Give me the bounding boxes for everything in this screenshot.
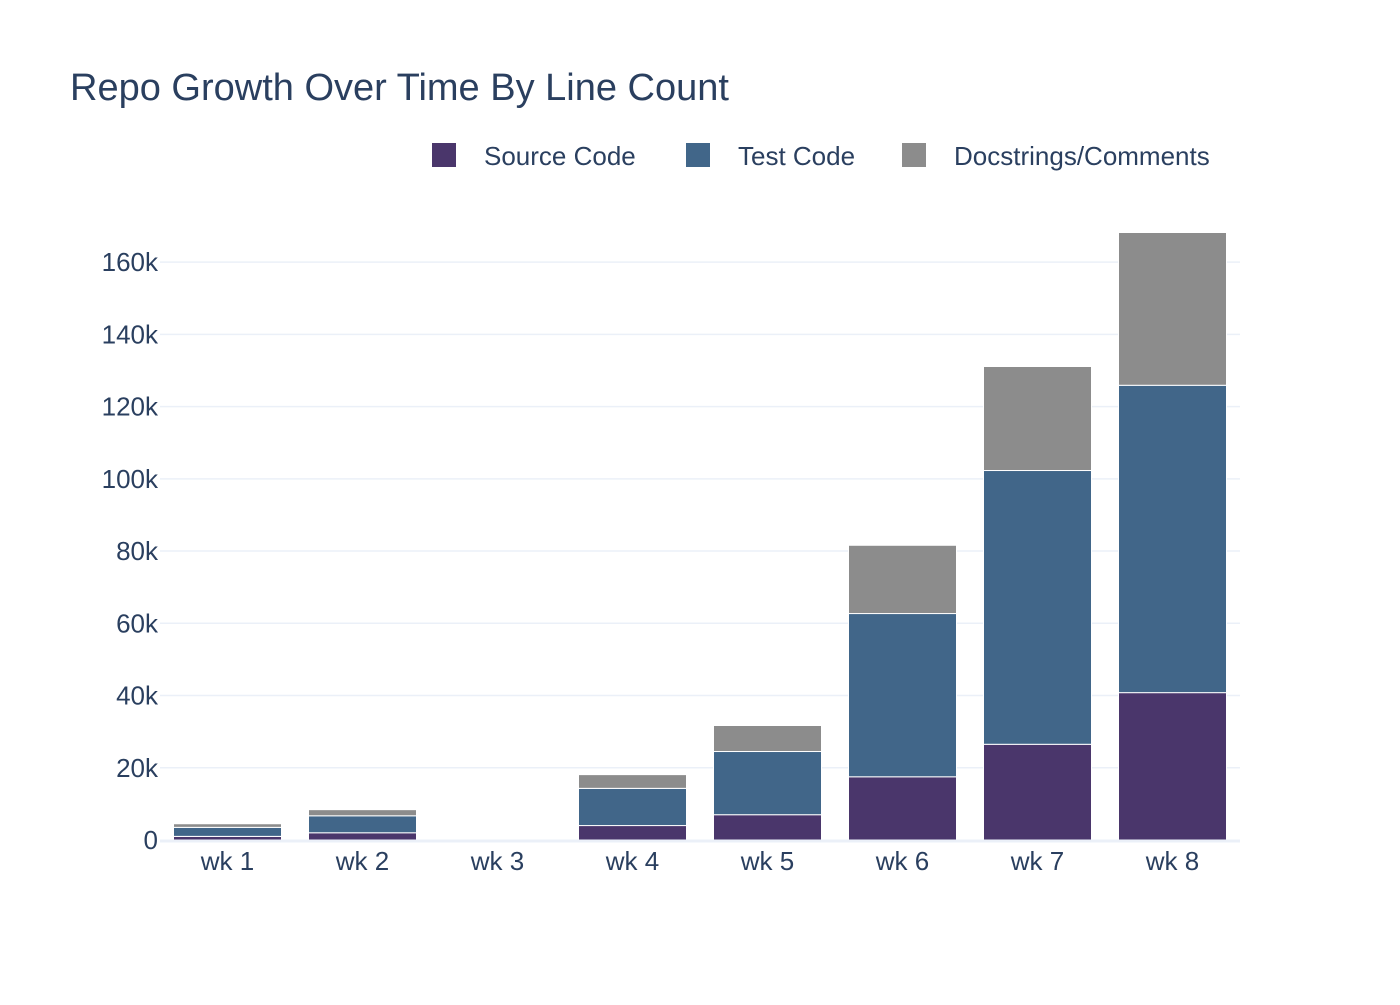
bar-test-code-wk-5 (714, 752, 822, 815)
legend-label: Test Code (738, 141, 855, 171)
y-tick-label: 60k (116, 608, 159, 638)
bar-source-code-wk-2 (309, 833, 417, 840)
bar-source-code-wk-8 (1119, 693, 1227, 840)
y-axis: 0 20k 40k 60k 80k 100k 120k 140k 160k (102, 247, 159, 855)
x-tick-label: wk 1 (200, 846, 254, 876)
bar-docstrings-comments-wk-4 (579, 775, 687, 789)
y-tick-label: 160k (102, 247, 159, 277)
y-tick-label: 120k (102, 392, 159, 422)
bar-docstrings-comments-wk-1 (174, 824, 282, 828)
x-tick-label: wk 8 (1145, 846, 1199, 876)
x-tick-label: wk 7 (1010, 846, 1064, 876)
y-tick-label: 0 (144, 825, 158, 855)
x-axis: wk 1 wk 2 wk 3 wk 4 wk 5 wk 6 wk 7 wk 8 (160, 841, 1240, 876)
x-tick-label: wk 6 (875, 846, 929, 876)
y-tick-label: 40k (116, 681, 159, 711)
bar-docstrings-comments-wk-7 (984, 366, 1092, 470)
legend-swatch (902, 143, 926, 167)
legend-label: Docstrings/Comments (954, 141, 1210, 171)
y-tick-label: 20k (116, 753, 159, 783)
bar-source-code-wk-4 (579, 826, 687, 840)
bar-source-code-wk-5 (714, 815, 822, 840)
legend-swatch (686, 143, 710, 167)
x-tick-label: wk 5 (740, 846, 794, 876)
bar-test-code-wk-6 (849, 614, 957, 777)
bars (174, 233, 1227, 840)
bar-source-code-wk-7 (984, 744, 1092, 840)
legend-label: Source Code (484, 141, 636, 171)
legend: Source Code Test Code Docstrings/Comments (432, 141, 1210, 171)
x-tick-label: wk 4 (605, 846, 659, 876)
bar-test-code-wk-8 (1119, 385, 1227, 692)
y-tick-label: 80k (116, 536, 159, 566)
bar-docstrings-comments-wk-5 (714, 726, 822, 752)
legend-swatch (432, 143, 456, 167)
bar-test-code-wk-2 (309, 816, 417, 833)
bar-source-code-wk-6 (849, 777, 957, 840)
bar-test-code-wk-4 (579, 788, 687, 825)
y-tick-label: 140k (102, 319, 159, 349)
bar-docstrings-comments-wk-8 (1119, 233, 1227, 386)
bar-test-code-wk-1 (174, 827, 282, 836)
x-tick-label: wk 3 (470, 846, 524, 876)
bar-source-code-wk-1 (174, 836, 282, 840)
x-tick-label: wk 2 (335, 846, 389, 876)
chart-title: Repo Growth Over Time By Line Count (70, 67, 729, 109)
bar-docstrings-comments-wk-2 (309, 810, 417, 816)
bar-docstrings-comments-wk-6 (849, 545, 957, 613)
y-tick-label: 100k (102, 464, 159, 494)
bar-test-code-wk-7 (984, 471, 1092, 745)
